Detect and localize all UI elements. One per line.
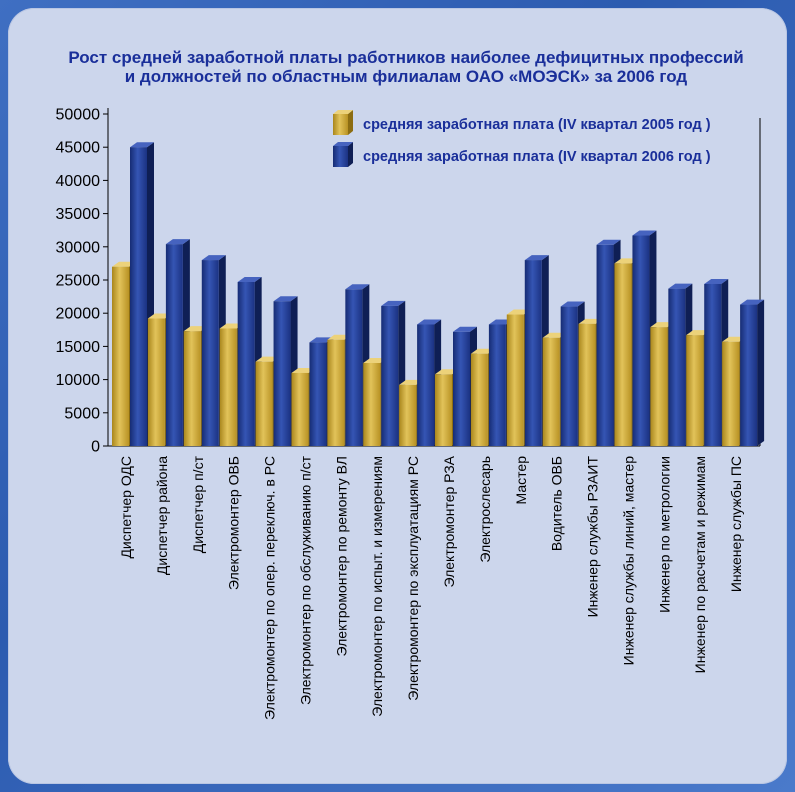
category-label: Электромонтер по испыт. и измерениям: [369, 456, 385, 717]
category-label: Электромонтер РЗА: [441, 455, 457, 587]
y-tick-label: 25000: [56, 273, 101, 290]
chart-title-line-2: и должностей по областным филиалам ОАО «…: [125, 67, 688, 86]
y-tick-label: 35000: [56, 206, 101, 223]
y-tick-label: 50000: [56, 107, 101, 124]
y-tick-label: 5000: [64, 405, 100, 422]
category-label: Водитель ОВБ: [549, 456, 565, 551]
category-label: Электромонтер по опер. переключ. в РС: [262, 456, 278, 720]
y-tick-label: 0: [91, 439, 100, 456]
category-label: Электромонтер ОВБ: [226, 456, 242, 590]
category-label: Диспетчер п/ст: [190, 455, 206, 553]
legend-swatch: [333, 146, 348, 167]
y-tick-label: 30000: [56, 239, 101, 256]
legend-label: средняя заработная плата (IV квартал 200…: [363, 149, 711, 165]
category-label: Диспетчер ОДС: [118, 456, 134, 559]
category-label: Инженер службы линий, мастер: [620, 456, 636, 666]
category-label: Электромонтер по обслуживанию п/ст: [297, 455, 313, 705]
category-label: Электрослесарь: [477, 456, 493, 563]
category-label: Инженер службы ПС: [728, 456, 744, 592]
legend-item-1: средняя заработная плата (IV квартал 200…: [333, 142, 711, 167]
chart-title-line-1: Рост средней заработной платы работников…: [68, 48, 743, 67]
y-tick-label: 40000: [56, 173, 101, 190]
category-label: Инженер по расчетам и режимам: [692, 456, 708, 673]
category-label: Электромонтер по эксплуатациям РС: [405, 456, 421, 701]
legend-swatch: [333, 114, 348, 135]
category-label: Диспетчер района: [154, 456, 170, 575]
y-tick-label: 15000: [56, 339, 101, 356]
y-tick-label: 10000: [56, 372, 101, 389]
category-label: Мастер: [513, 456, 529, 505]
legend-label: средняя заработная плата (IV квартал 200…: [363, 117, 711, 133]
bar-2006-17: [740, 299, 765, 446]
legend-item-0: средняя заработная плата (IV квартал 200…: [333, 110, 711, 135]
y-tick-label: 20000: [56, 306, 101, 323]
category-label: Инженер службы РЗАИТ: [585, 456, 601, 618]
y-tick-label: 45000: [56, 140, 101, 157]
category-label: Инженер по метрологии: [656, 456, 672, 613]
category-label: Электромонтер по ремонту ВЛ: [333, 456, 349, 656]
